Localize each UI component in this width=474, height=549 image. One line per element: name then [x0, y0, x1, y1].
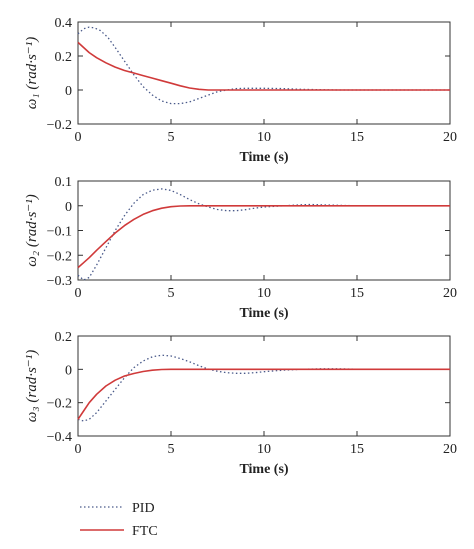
x-tick-label: 20 — [443, 286, 457, 301]
y-tick-label: 0.4 — [55, 16, 73, 31]
y-axis-label: ω₂ (rad·s⁻¹) — [24, 194, 40, 266]
y-tick-label: −0.1 — [47, 225, 72, 240]
y-tick-label: −0.4 — [47, 430, 72, 445]
y-axis-label: ω₃ (rad·s⁻¹) — [24, 350, 40, 422]
x-tick-label: 10 — [257, 442, 271, 457]
x-tick-label: 20 — [443, 442, 457, 457]
x-tick-label: 10 — [257, 286, 271, 301]
series-line-pid — [77, 354, 450, 422]
x-tick-label: 15 — [350, 286, 364, 301]
plot-frame — [77, 180, 451, 281]
y-tick-label: −0.2 — [47, 118, 72, 133]
legend-pid-label: PID — [132, 501, 155, 516]
y-tick-label: 0 — [65, 84, 72, 99]
x-tick-label: 15 — [350, 130, 364, 145]
y-tick-label: −0.2 — [47, 397, 72, 412]
x-axis-label: Time (s) — [239, 150, 288, 165]
series-line-ftc — [77, 368, 450, 420]
y-tick-label: 0 — [65, 363, 72, 378]
x-tick-label: 20 — [443, 130, 457, 145]
legend: PID FTC — [80, 501, 158, 539]
y-tick-label: −0.3 — [47, 274, 72, 289]
x-axis-label: Time (s) — [239, 306, 288, 321]
series-line-pid — [77, 26, 450, 105]
x-tick-label: 0 — [75, 286, 82, 301]
x-tick-label: 5 — [168, 286, 175, 301]
x-tick-label: 10 — [257, 130, 271, 145]
series-line-ftc — [77, 41, 450, 91]
x-tick-label: 0 — [75, 442, 82, 457]
plot-frame — [77, 335, 451, 437]
y-axis-label: ω₁ (rad·s⁻¹) — [24, 37, 40, 109]
series-line-pid — [77, 188, 450, 281]
x-tick-label: 5 — [168, 442, 175, 457]
x-tick-label: 0 — [75, 130, 82, 145]
x-tick-label: 5 — [168, 130, 175, 145]
y-tick-label: 0 — [65, 200, 72, 215]
y-tick-label: 0.1 — [55, 175, 73, 190]
x-axis-label: Time (s) — [239, 462, 288, 477]
legend-ftc-label: FTC — [132, 524, 158, 539]
y-tick-label: 0.2 — [55, 330, 73, 345]
x-tick-label: 15 — [350, 442, 364, 457]
series-line-ftc — [77, 205, 450, 269]
y-tick-label: −0.2 — [47, 249, 72, 264]
y-tick-label: 0.2 — [55, 50, 73, 65]
